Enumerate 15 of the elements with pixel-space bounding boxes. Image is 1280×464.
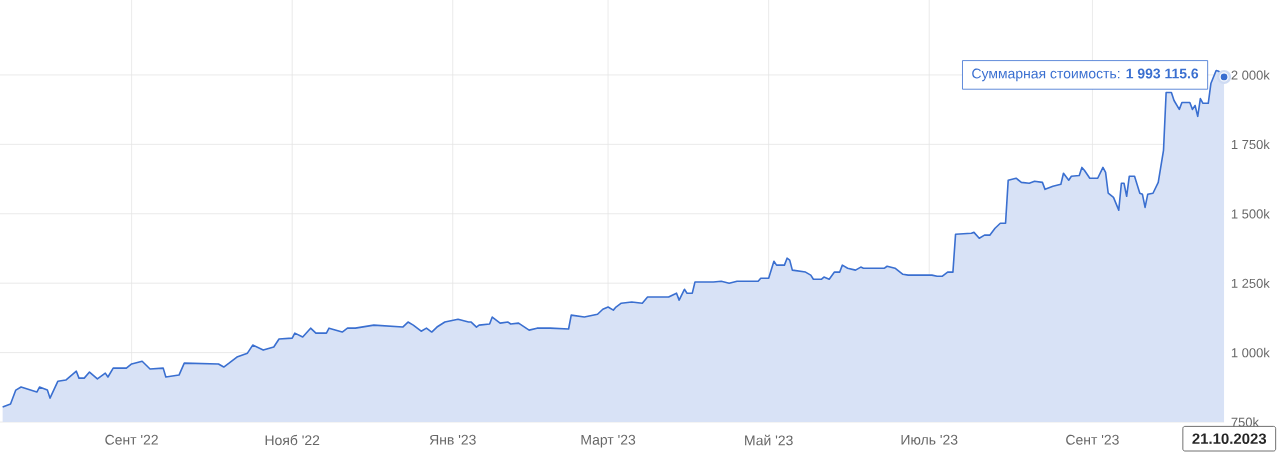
x-tick-label: Сент '23	[1066, 434, 1119, 445]
x-tick-label: Март '23	[581, 434, 636, 448]
x-tick-label: Нояб '22	[265, 434, 320, 446]
text: 21.10.2023	[1192, 433, 1267, 445]
y-tick-label: 1 500k	[1231, 209, 1270, 219]
y-tick-label: 1 000k	[1231, 347, 1270, 358]
y-tick-label: 2 000k	[1231, 70, 1270, 80]
x-tick-label: Май '23	[745, 434, 793, 446]
y-tick-label: 1 750k	[1231, 139, 1270, 150]
y-tick-label: 750k	[1231, 417, 1259, 427]
x-tick-label: Июль '23	[901, 434, 958, 445]
x-tick-label: Янв '23	[429, 434, 476, 445]
x-tick-label: Сент '22	[105, 434, 158, 445]
annotation: Суммарная стоимость: 1 993 115.6	[972, 68, 1199, 82]
y-tick-label: 1 250k	[1231, 278, 1270, 288]
